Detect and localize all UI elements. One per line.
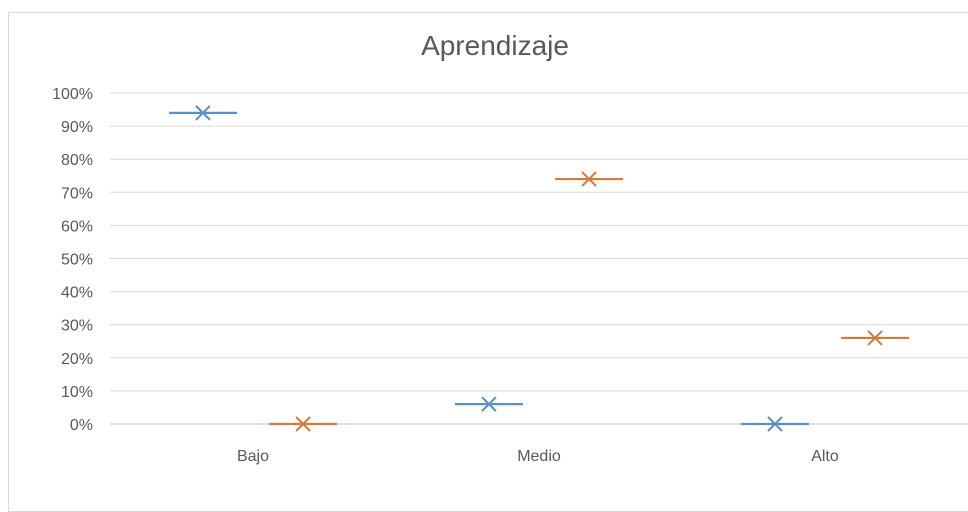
data-point bbox=[740, 416, 809, 432]
y-tick-label: 10% bbox=[61, 384, 93, 401]
y-tick-label: 70% bbox=[61, 185, 93, 202]
x-marker bbox=[581, 171, 597, 187]
x-tick-label: Alto bbox=[811, 448, 839, 465]
y-tick-label: 0% bbox=[70, 417, 93, 434]
chart-frame bbox=[8, 12, 968, 512]
data-point bbox=[454, 396, 523, 412]
y-tick-label: 60% bbox=[61, 218, 93, 235]
y-tick-label: 50% bbox=[61, 252, 93, 269]
y-tick-label: 90% bbox=[61, 119, 93, 136]
x-tick-label: Medio bbox=[517, 448, 561, 465]
y-tick-label: 20% bbox=[61, 351, 93, 368]
data-point bbox=[269, 416, 338, 432]
x-marker bbox=[295, 416, 311, 432]
data-point bbox=[555, 171, 624, 187]
x-marker bbox=[481, 396, 497, 412]
data-marks bbox=[168, 105, 910, 432]
data-point bbox=[168, 105, 237, 121]
gridlines bbox=[110, 92, 968, 392]
chart-plot-area: 0% 10% 20% 30% 40% 50% 60% 70% 80% 90% 100% Bajo Me… bbox=[52, 86, 968, 465]
y-tick-label: 30% bbox=[61, 318, 93, 335]
x-tick-label: Bajo bbox=[237, 448, 269, 465]
y-axis-ticks: 0% 10% 20% 30% 40% 50% 60% 70% 80% 90% 100% bbox=[52, 86, 93, 434]
x-marker bbox=[867, 330, 883, 346]
x-axis-ticks: Bajo Medio Alto bbox=[237, 448, 839, 465]
x-marker bbox=[195, 105, 211, 121]
x-marker bbox=[767, 416, 783, 432]
y-tick-label: 40% bbox=[61, 285, 93, 302]
chart-title: Aprendizaje bbox=[421, 30, 569, 61]
y-tick-label: 80% bbox=[61, 152, 93, 169]
y-tick-label: 100% bbox=[52, 86, 93, 103]
data-point bbox=[841, 330, 910, 346]
